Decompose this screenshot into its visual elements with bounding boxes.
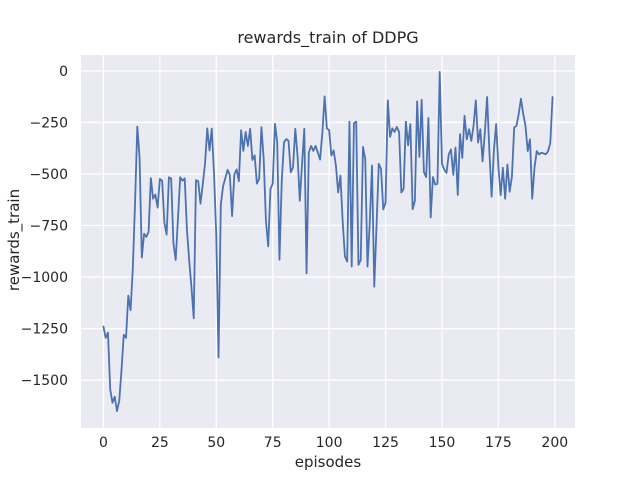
y-tick-label: −1500	[21, 373, 68, 389]
x-tick-label: 50	[207, 435, 225, 451]
y-tick-label: −250	[30, 115, 68, 131]
x-tick-label: 150	[429, 435, 456, 451]
x-tick-label: 100	[316, 435, 343, 451]
y-tick-label: −1000	[21, 270, 68, 286]
x-tick-label: 0	[99, 435, 108, 451]
x-axis-label: episodes	[294, 453, 362, 471]
plot-area	[81, 55, 575, 428]
y-tick-label: −500	[30, 167, 68, 183]
x-tick-label: 125	[372, 435, 399, 451]
y-tick-label: −750	[30, 219, 68, 235]
x-tick-label: 200	[541, 435, 568, 451]
x-tick-label: 75	[264, 435, 282, 451]
y-tick-label: 0	[59, 64, 68, 80]
y-axis-label: rewards_train	[5, 188, 23, 292]
chart-title: rewards_train of DDPG	[237, 28, 419, 47]
x-tick-label: 25	[151, 435, 169, 451]
data-line-rewards_train	[102, 71, 554, 412]
y-tick-label: −1250	[21, 322, 68, 338]
x-tick-label: 175	[485, 435, 512, 451]
